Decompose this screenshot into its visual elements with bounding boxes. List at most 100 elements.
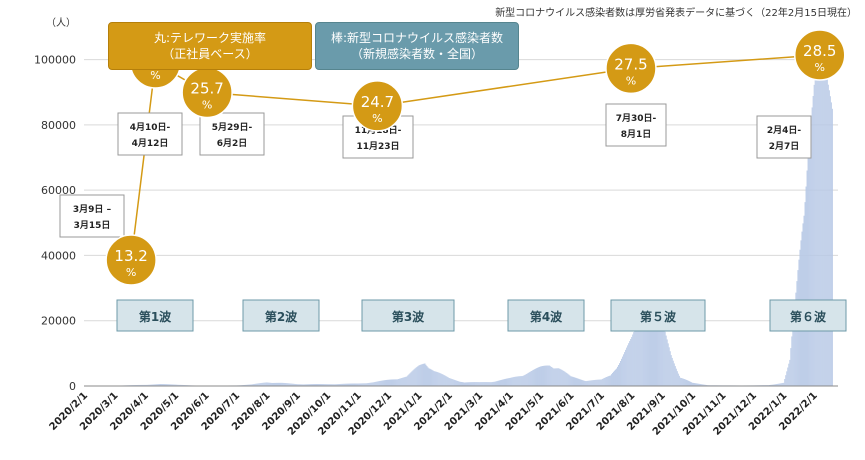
case-bar [293,383,295,386]
case-bar [278,382,280,386]
wave-label: 第1波 [139,309,172,324]
case-bar [275,382,277,386]
case-bar [369,382,371,386]
case-bar [161,384,162,386]
case-bar [144,384,146,386]
case-bar [500,379,502,386]
case-bar [581,379,583,386]
case-bar [308,384,310,386]
survey-period-box [199,112,265,156]
case-bar [668,347,670,386]
case-bar [576,378,578,386]
case-bar [688,380,689,386]
case-bar [776,384,778,386]
case-bar [416,366,418,386]
case-bar [704,384,706,386]
wave-label: 第3波 [392,309,425,324]
case-bar [282,382,284,386]
case-bar [666,339,668,386]
telework-rate-point [794,29,846,81]
case-bar [267,382,269,386]
case-bar [404,377,406,386]
wave-label-box [116,299,194,332]
case-bar [598,379,600,386]
case-bar [288,383,290,386]
case-bar [491,382,493,386]
case-bar [270,382,272,386]
case-bar [271,382,273,386]
case-bar [659,318,661,386]
case-bar [295,384,297,386]
case-bar [167,384,169,386]
case-bar [146,384,148,386]
case-bar [324,384,326,386]
case-bar [614,370,615,386]
legend-case-count: 棒:新型コロナウイルス感染者数 （新規感染者数・全国） [315,22,519,70]
case-bar [783,382,785,386]
case-bar [265,382,267,386]
case-bar [388,379,389,386]
case-bar [403,377,405,386]
case-bar [168,384,170,386]
case-bar [383,380,385,386]
telework-rate-unit: % [815,61,825,74]
case-bar [625,349,627,386]
case-bar [630,339,632,386]
case-bar [693,382,694,386]
case-bar [154,384,156,386]
case-bar [173,384,175,386]
legend-cases-line2: （新規感染者数・全国） [350,47,483,61]
case-bar [487,382,489,386]
y-tick-label: 20000 [41,315,76,328]
case-bar [409,373,411,386]
case-bar [530,370,532,386]
source-note: 新型コロナウイルス感染者数は厚労省発表データに基づく（22年2月15日現在） [495,8,857,19]
case-bar [158,384,160,386]
case-bar [151,384,153,386]
case-bar [495,381,497,386]
case-bar [244,384,246,386]
case-bar [806,170,808,386]
case-bar [335,384,337,386]
case-bar [399,378,401,386]
case-bar [603,377,605,386]
case-bar [387,379,388,386]
case-bar [632,334,634,386]
case-bar [673,363,675,386]
case-bar [341,383,343,386]
case-bar [336,384,338,386]
case-bar [140,384,142,386]
case-bar [384,380,386,386]
case-bar [468,382,470,386]
case-bar [675,368,677,386]
case-bar [555,368,557,386]
telework-rate-value: 27.5 [614,55,647,73]
case-bar [542,366,543,386]
y-axis-unit: （人） [46,17,76,29]
case-bar [281,382,283,386]
case-bar [508,378,510,386]
case-bar [378,381,380,386]
case-bar [652,315,654,386]
case-bar [269,382,271,386]
case-bar [639,320,641,386]
case-bar [634,329,636,386]
case-bar [815,74,817,387]
case-bar [554,368,556,386]
case-bar [467,382,468,386]
case-bar [289,383,291,386]
case-bar [705,384,707,386]
y-tick-label: 60000 [41,184,76,197]
case-bar [544,365,546,386]
case-bar [633,332,635,386]
case-bar [312,384,313,386]
case-bar [484,382,486,386]
case-bar [615,369,616,386]
case-bar [686,380,688,386]
case-bar [465,382,466,386]
case-bar [477,382,479,386]
case-bar [294,383,296,386]
case-bar [573,377,575,386]
case-bar [371,382,373,386]
case-bar [588,380,590,386]
